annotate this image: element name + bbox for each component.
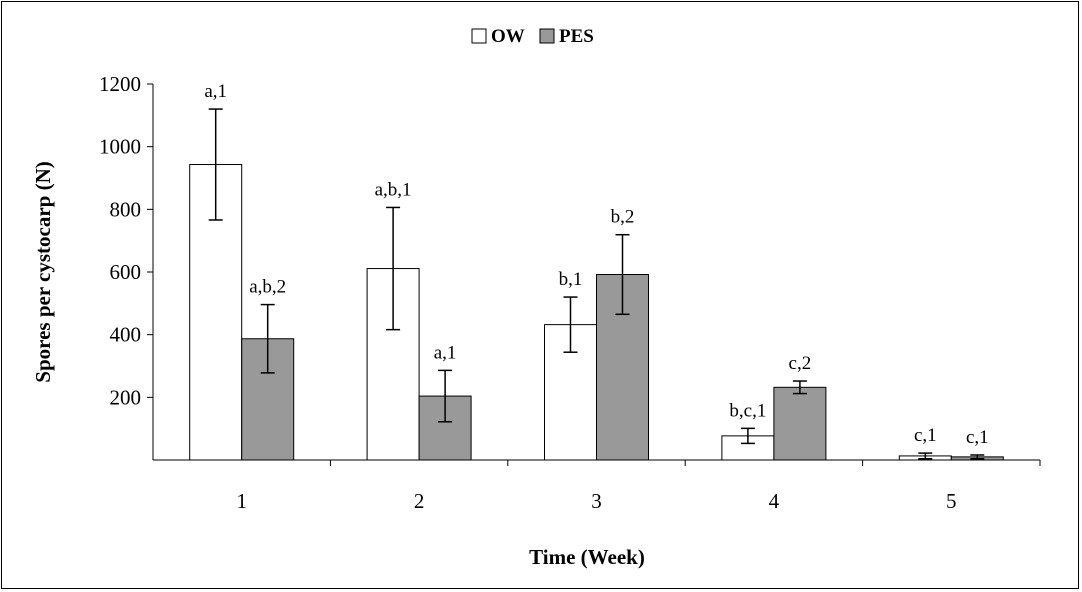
significance-label: a,b,2 xyxy=(249,277,286,298)
y-tick-label: 1200 xyxy=(99,72,141,96)
significance-label: a,1 xyxy=(204,81,227,102)
y-tick-label: 200 xyxy=(110,385,142,409)
significance-label: c,2 xyxy=(789,353,812,374)
legend: OW PES xyxy=(471,26,594,47)
x-tick-label: 3 xyxy=(591,489,602,513)
legend-label-ow: OW xyxy=(491,26,525,47)
significance-label: b,1 xyxy=(559,269,583,290)
y-tick-label: 400 xyxy=(110,323,142,347)
x-tick-label: 2 xyxy=(414,489,425,513)
x-tick-label: 5 xyxy=(946,489,957,513)
y-axis-title: Spores per cystocarp (N) xyxy=(31,161,55,382)
legend-swatch-ow xyxy=(471,28,487,44)
significance-label: c,1 xyxy=(966,427,989,448)
legend-swatch-pes xyxy=(539,28,555,44)
bar-annotations: a,1 a,b,2 a,b,1 a,1 b,1 b,2 b,c,1 c,2 c,1 c,1 xyxy=(204,81,988,448)
y-ticks: 1200 1000 800 600 400 200 xyxy=(99,72,153,409)
x-tick-label: 1 xyxy=(236,489,247,513)
x-tick-label: 4 xyxy=(769,489,780,513)
significance-label: a,1 xyxy=(434,342,457,363)
x-axis-title: Time (Week) xyxy=(529,545,645,569)
error-bars xyxy=(208,108,985,460)
significance-label: b,2 xyxy=(611,207,635,228)
legend-label-pes: PES xyxy=(559,26,594,47)
y-tick-label: 600 xyxy=(110,260,142,284)
significance-label: a,b,1 xyxy=(375,179,412,200)
y-tick-label: 800 xyxy=(110,197,142,221)
significance-label: b,c,1 xyxy=(729,400,766,421)
y-tick-label: 1000 xyxy=(99,135,141,159)
bars xyxy=(189,164,1004,461)
x-ticks: 1 2 3 4 5 xyxy=(236,460,1041,513)
bar-pes-week-4 xyxy=(773,386,827,461)
bar-ow-week-2 xyxy=(366,268,420,461)
significance-label: c,1 xyxy=(914,425,937,446)
